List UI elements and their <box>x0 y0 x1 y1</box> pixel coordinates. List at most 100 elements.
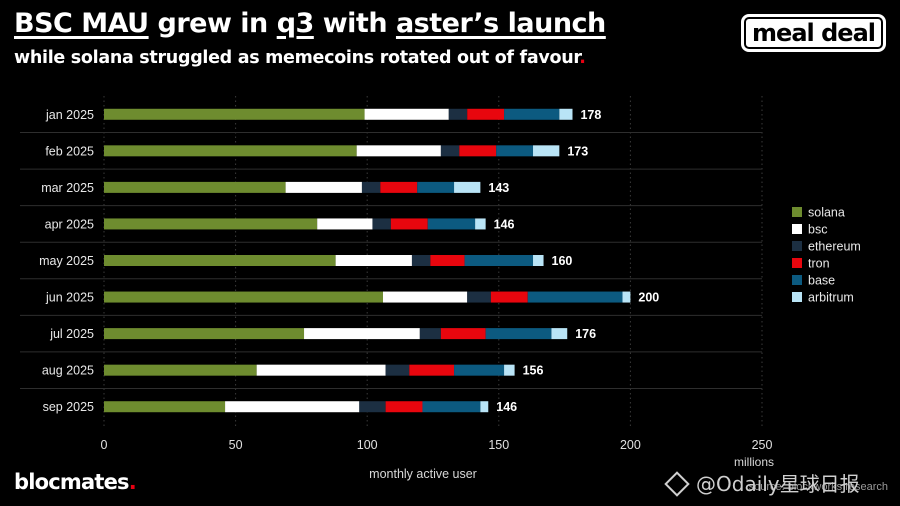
x-tick-label: 100 <box>357 438 378 452</box>
y-tick-label: may 2025 <box>39 254 94 268</box>
bar-segment-solana <box>104 401 226 413</box>
bar-segment-tron <box>385 401 423 413</box>
y-tick-label: jul 2025 <box>49 327 94 341</box>
bar-segment-arbitrum <box>480 401 489 413</box>
bar-segment-tron <box>459 145 497 157</box>
diamond-icon <box>664 471 690 497</box>
subtitle-dot: . <box>579 48 586 68</box>
bar-segment-solana <box>104 218 318 230</box>
title-segment: grew in <box>148 8 277 39</box>
bar-segment-bsc <box>256 364 386 376</box>
total-label: 178 <box>580 108 601 122</box>
bar-segment-solana <box>104 291 383 303</box>
y-tick-label: jun 2025 <box>45 291 94 305</box>
bar-segment-ethereum <box>359 401 386 413</box>
y-tick-label: mar 2025 <box>41 181 94 195</box>
bar-segment-base <box>504 108 560 120</box>
legend-swatch-base <box>792 275 802 285</box>
title-segment: with <box>313 8 396 39</box>
watermark-text: @Odaily星球日报 <box>696 472 860 496</box>
bar-segment-tron <box>467 108 505 120</box>
bar-segment-base <box>496 145 534 157</box>
subtitle-text: while solana struggled as memecoins rota… <box>14 48 580 68</box>
bar-segment-tron <box>440 328 486 340</box>
bar-segment-ethereum <box>448 108 468 120</box>
total-label: 160 <box>552 254 573 268</box>
bar-segment-ethereum <box>372 218 391 230</box>
y-tick-label: sep 2025 <box>43 400 94 414</box>
bar-segment-base <box>485 328 552 340</box>
legend-label-arbitrum: arbitrum <box>808 291 854 305</box>
bar-segment-bsc <box>364 108 449 120</box>
bar-segment-base <box>427 218 476 230</box>
bar-segment-ethereum <box>411 255 431 266</box>
y-tick-label: jan 2025 <box>45 108 94 122</box>
bar-segment-bsc <box>335 255 412 266</box>
total-label: 156 <box>523 364 544 378</box>
x-axis-label: monthly active user <box>369 467 477 481</box>
logo-text: meal deal <box>752 19 876 47</box>
title-segment-q3: q3 <box>276 8 315 39</box>
bar-segment-bsc <box>356 145 441 157</box>
legend-swatch-ethereum <box>792 241 802 251</box>
odaily-watermark: @Odaily星球日报 <box>664 468 860 497</box>
x-tick-label: 200 <box>620 438 641 452</box>
legend-swatch-tron <box>792 258 802 268</box>
total-label: 200 <box>638 291 659 305</box>
bar-segment-ethereum <box>361 181 381 193</box>
bar-segment-bsc <box>382 291 468 303</box>
bar-segment-arbitrum <box>622 291 631 303</box>
y-tick-label: aug 2025 <box>42 364 94 378</box>
bar-segment-base <box>464 255 534 266</box>
bar-segment-tron <box>390 218 428 230</box>
x-tick-label: 0 <box>101 438 108 452</box>
blocmates-brand: blocmates. <box>14 470 137 494</box>
total-label: 176 <box>575 327 596 341</box>
bar-segment-arbitrum <box>559 108 573 120</box>
bar-segment-solana <box>104 328 305 340</box>
legend-swatch-bsc <box>792 224 802 234</box>
bar-segment-tron <box>380 181 418 193</box>
bar-segment-tron <box>409 364 455 376</box>
bar-segment-ethereum <box>419 328 441 340</box>
legend-label-tron: tron <box>808 257 830 271</box>
legend-label-solana: solana <box>808 206 845 220</box>
bar-segment-ethereum <box>385 364 410 376</box>
bar-segment-base <box>417 181 455 193</box>
bar-segment-arbitrum <box>454 181 481 193</box>
bar-segment-arbitrum <box>504 364 515 376</box>
meal-deal-logo: meal deal <box>741 14 886 52</box>
chart-title: BSC MAU grew in q3 with aster’s launch <box>14 8 606 39</box>
x-tick-label: 150 <box>488 438 509 452</box>
y-tick-label: feb 2025 <box>45 144 94 158</box>
bar-segment-arbitrum <box>533 145 560 157</box>
legend-label-base: base <box>808 274 835 288</box>
bar-segment-arbitrum <box>533 255 544 266</box>
bar-segment-solana <box>104 364 257 376</box>
x-axis-unit: millions <box>734 455 774 469</box>
bar-segment-base <box>422 401 481 413</box>
total-label: 146 <box>496 400 517 414</box>
brand-text: blocmates <box>14 470 130 494</box>
bar-segment-base <box>454 364 505 376</box>
y-tick-label: apr 2025 <box>45 217 94 231</box>
legend-swatch-arbitrum <box>792 292 802 302</box>
title-segment-aster: aster’s launch <box>395 8 606 39</box>
bar-segment-bsc <box>317 218 373 230</box>
bar-segment-arbitrum <box>551 328 568 340</box>
legend-swatch-solana <box>792 207 802 217</box>
chart-subtitle: while solana struggled as memecoins rota… <box>14 48 586 68</box>
title-segment-bsc-mau: BSC MAU <box>14 8 149 39</box>
bar-segment-solana <box>104 145 357 157</box>
x-tick-label: 250 <box>752 438 773 452</box>
bar-segment-solana <box>104 181 286 193</box>
bar-segment-bsc <box>304 328 420 340</box>
bar-segment-solana <box>104 255 336 266</box>
bar-segment-solana <box>104 108 365 120</box>
bar-segment-bsc <box>285 181 362 193</box>
bar-segment-arbitrum <box>475 218 486 230</box>
bar-segment-tron <box>490 291 528 303</box>
bar-segment-ethereum <box>467 291 491 303</box>
bar-segment-base <box>527 291 623 303</box>
